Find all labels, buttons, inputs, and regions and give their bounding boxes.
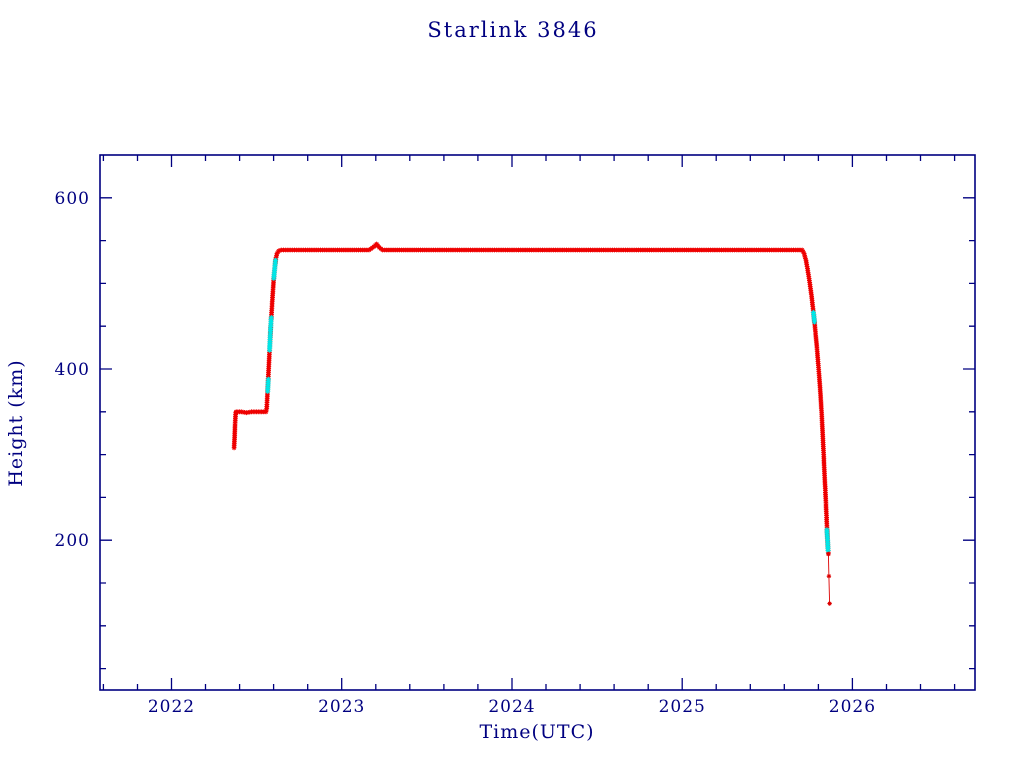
x-tick-label: 2023 bbox=[318, 697, 365, 717]
x-tick-label: 2022 bbox=[148, 697, 195, 717]
y-tick-label: 200 bbox=[55, 531, 90, 551]
y-tick-label: 600 bbox=[55, 189, 90, 209]
x-axis-label: Time(UTC) bbox=[479, 721, 594, 743]
final-decay-red-line bbox=[827, 553, 831, 604]
data-series bbox=[231, 241, 832, 606]
x-tick-label: 2026 bbox=[829, 697, 876, 717]
y-tick-label: 400 bbox=[55, 360, 90, 380]
x-tick-label: 2025 bbox=[659, 697, 706, 717]
plot-frame bbox=[99, 154, 976, 691]
y-axis-label: Height (km) bbox=[5, 359, 27, 486]
final-decay-red-markers bbox=[826, 551, 832, 606]
maneuver-highlight-cyan-markers bbox=[265, 257, 831, 554]
axis-ticks bbox=[100, 155, 975, 690]
axes-frame: 2022 2023 2024 2025 2026 200 400 600 bbox=[55, 154, 976, 717]
height-profile-red-markers bbox=[231, 241, 831, 557]
chart-title: Starlink 3846 bbox=[427, 18, 598, 42]
x-tick-label: 2024 bbox=[488, 697, 535, 717]
